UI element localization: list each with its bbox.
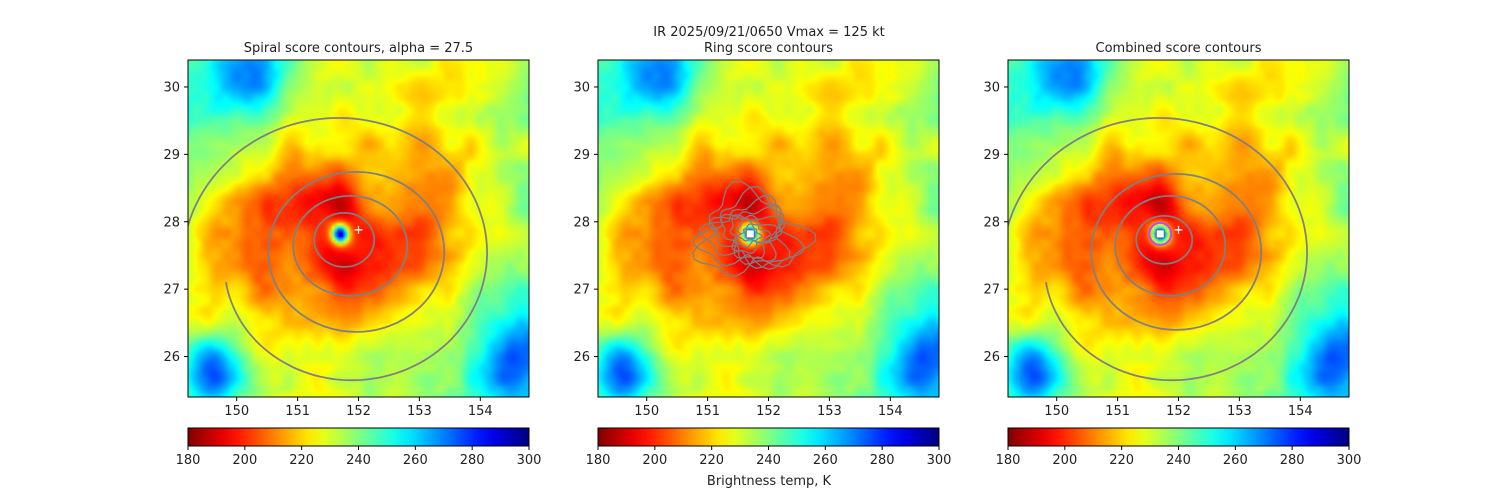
score-contours	[1008, 117, 1309, 382]
colorbar-tick-label: 240	[1166, 453, 1191, 468]
colorbar-tick-label: 200	[232, 453, 257, 468]
x-tick-label: 150	[1044, 404, 1069, 419]
brightness-heatmap	[598, 60, 939, 397]
contour-ring	[732, 217, 772, 248]
colorbar: 180 200 220 240 260 280 300	[586, 427, 952, 468]
colorbar-tick-label: 260	[403, 453, 428, 468]
x-tick-label: 150	[224, 404, 249, 419]
colorbar-tick-label: 180	[176, 453, 201, 468]
x-tick-label: 153	[407, 404, 432, 419]
contour-ring	[1135, 214, 1194, 265]
contour-ring	[267, 170, 446, 333]
x-tick-label: 153	[817, 404, 842, 419]
y-tick-label: 29	[573, 148, 590, 163]
x-tick-label: 152	[756, 404, 781, 419]
x-tick-label: 152	[1166, 404, 1191, 419]
colorbar: 180 200 220 240 260 280 300	[996, 427, 1362, 468]
colorbar-tick-label: 260	[1223, 453, 1248, 468]
colorbar-tick-label: 240	[346, 453, 371, 468]
panel-2: Ring score contours 150 151 152 153 154 26 27 28…	[573, 41, 951, 468]
colorbar-tick-label: 220	[289, 453, 314, 468]
colorbar-tick-label: 260	[813, 453, 838, 468]
y-tick-label: 26	[573, 350, 590, 365]
x-tick-label: 154	[1288, 404, 1313, 419]
colorbar-tick-label: 180	[996, 453, 1021, 468]
panel-title: Spiral score contours, alpha = 27.5	[244, 41, 473, 56]
colorbar-gradient	[1007, 427, 1350, 447]
contour-ring	[693, 186, 805, 270]
colorbar-tick-label: 220	[699, 453, 724, 468]
colorbar-gradient	[597, 427, 940, 447]
center-plus-marker	[354, 225, 363, 234]
contour-ring	[692, 180, 817, 277]
figure-suptitle: IR 2025/09/21/0650 Vmax = 125 kt	[653, 25, 884, 40]
contour-ring	[1090, 172, 1263, 331]
colorbar-tick-label: 200	[642, 453, 667, 468]
colorbar-tick-label: 240	[756, 453, 781, 468]
y-tick-label: 30	[573, 80, 590, 95]
colorbar-tick-label: 220	[1109, 453, 1134, 468]
y-tick-label: 28	[163, 215, 180, 230]
contour-spiral	[188, 117, 489, 382]
y-tick-label: 27	[163, 283, 180, 298]
contour-spiral	[1008, 117, 1309, 382]
panel-3: Combined score contours 150 151 152 153 154 26…	[983, 41, 1361, 468]
y-tick-label: 27	[573, 283, 590, 298]
colorbar-gradient	[187, 427, 530, 447]
y-tick-label: 30	[163, 80, 180, 95]
colorbar-tick-label: 300	[517, 453, 542, 468]
colorbar-tick-label: 280	[870, 453, 895, 468]
y-tick-label: 28	[573, 215, 590, 230]
score-contours	[692, 180, 817, 277]
center-square-marker	[1155, 229, 1165, 239]
contour-ring	[729, 214, 779, 255]
x-tick-label: 151	[1105, 404, 1130, 419]
x-tick-label: 151	[285, 404, 310, 419]
x-tick-label: 150	[634, 404, 659, 419]
contour-eye	[1148, 221, 1173, 246]
contour-ring	[720, 213, 783, 260]
colorbar-tick-label: 180	[586, 453, 611, 468]
colorbar: 180 200 220 240 260 280 300	[176, 427, 542, 468]
x-tick-label: 154	[878, 404, 903, 419]
y-tick-label: 29	[163, 148, 180, 163]
x-tick-label: 152	[346, 404, 371, 419]
score-contours	[188, 117, 489, 382]
y-tick-label: 26	[983, 350, 1000, 365]
contour-ring	[1114, 194, 1227, 297]
center-square-marker	[745, 229, 755, 239]
contour-ring	[292, 194, 409, 297]
colorbar-tick-label: 300	[1337, 453, 1362, 468]
y-tick-label: 27	[983, 283, 1000, 298]
y-tick-label: 30	[983, 80, 1000, 95]
x-tick-label: 153	[1227, 404, 1252, 419]
center-plus-marker	[1174, 225, 1183, 234]
y-tick-label: 28	[983, 215, 1000, 230]
panel-title: Ring score contours	[704, 41, 833, 56]
colorbar-label: Brightness temp, K	[707, 474, 832, 489]
panel-1: Spiral score contours, alpha = 27.5 150 15…	[163, 41, 541, 468]
contour-ring	[313, 211, 376, 268]
colorbar-tick-label: 300	[927, 453, 952, 468]
colorbar-tick-label: 200	[1052, 453, 1077, 468]
x-tick-label: 154	[468, 404, 493, 419]
x-tick-label: 151	[695, 404, 720, 419]
y-tick-label: 26	[163, 350, 180, 365]
panel-title: Combined score contours	[1096, 41, 1262, 56]
colorbar-tick-label: 280	[1280, 453, 1305, 468]
colorbar-tick-label: 280	[460, 453, 485, 468]
y-tick-label: 29	[983, 148, 1000, 163]
